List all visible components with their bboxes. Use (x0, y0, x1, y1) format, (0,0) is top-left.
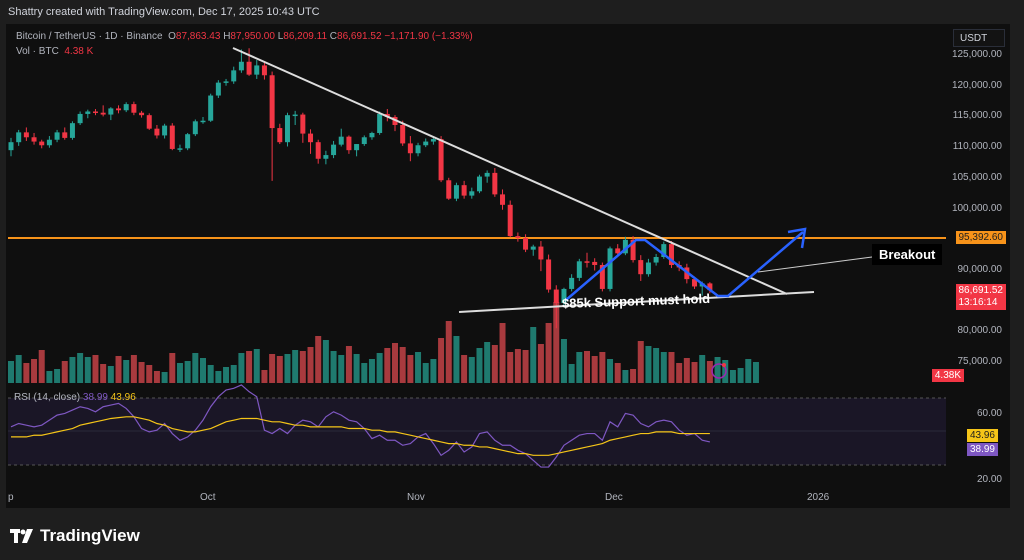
close-value: 86,691.52 (337, 31, 382, 42)
volume-value: 4.38 K (64, 46, 94, 57)
price-tick: 110,000.00 (952, 141, 1002, 153)
rsi-value: 38.99 (82, 392, 108, 403)
x-label-nov: Nov (407, 492, 425, 503)
rsi-ma-tag: 43.96 (966, 429, 998, 442)
symbol-legend: Bitcoin / TetherUS · 1D · Binance O87,86… (16, 31, 473, 42)
symbol-name: Bitcoin / TetherUS · 1D · Binance (16, 31, 163, 42)
bar-countdown: 13:16:14 (958, 297, 998, 308)
x-label-dec: Dec (605, 492, 623, 503)
price-tick: 105,000.00 (951, 171, 1002, 183)
lightning-icon (711, 363, 727, 379)
currency-selector[interactable]: USDT (953, 29, 1005, 47)
rsi-tick-60: 60.00 (976, 408, 1002, 419)
x-label-sep: p (8, 492, 14, 503)
rsi-tick-20: 20.00 (976, 474, 1002, 485)
last-price-tag: 86,691.52 13:16:14 (955, 284, 1006, 310)
tradingview-logo-icon (10, 529, 33, 543)
open-value: 87,863.43 (175, 31, 221, 42)
volume-tag: 4.38K (931, 369, 964, 382)
rsi-tag: 38.99 (966, 443, 998, 456)
price-tick: 80,000.00 (957, 325, 1003, 337)
x-label-2026: 2026 (807, 492, 830, 503)
price-tick: 115,000.00 (952, 110, 1002, 122)
price-tick: 120,000.00 (951, 79, 1002, 91)
breakout-annotation[interactable]: Breakout (872, 244, 943, 265)
rsi-ma-value: 43.96 (110, 392, 136, 403)
price-tick: 75,000.00 (957, 356, 1003, 367)
resistance-price-tag: 95,392.60 (955, 231, 1006, 244)
rsi-legend: RSI (14, close) 38.99 43.96 (14, 392, 136, 403)
high-value: 87,950.00 (230, 31, 275, 42)
chart-caption: Shattry created with TradingView.com, De… (8, 6, 320, 18)
price-tick: 90,000.00 (957, 263, 1003, 275)
price-tick: 125,000.00 (951, 49, 1002, 60)
low-value: 86,209.11 (283, 31, 328, 42)
brand-name: TradingView (40, 526, 140, 545)
tradingview-logo[interactable]: TradingView (10, 526, 140, 546)
change-value: −1,171.90 (−1.33%) (384, 31, 473, 42)
x-label-oct: Oct (200, 492, 216, 503)
price-tick: 100,000.00 (951, 202, 1002, 214)
volume-legend: Vol · BTC 4.38 K (16, 46, 94, 57)
